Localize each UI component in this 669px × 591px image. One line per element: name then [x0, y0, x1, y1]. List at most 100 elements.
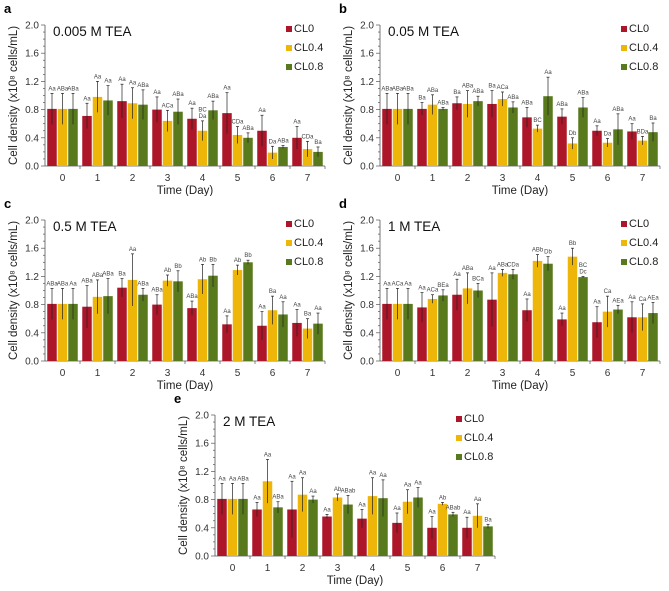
significance-label: ABa [172, 92, 184, 98]
x-tick-label: 0 [230, 563, 236, 574]
y-tick-label: 0.0 [25, 357, 39, 368]
bar-cl0-day3 [152, 109, 162, 166]
x-tick-label: 2 [130, 173, 136, 184]
bar-cl08-day5 [413, 497, 423, 556]
significance-label: Aa [488, 266, 496, 272]
panel-letter: b [339, 1, 347, 16]
bar-cl04-day0 [392, 303, 403, 361]
significance-label: Aa [129, 247, 137, 253]
significance-label: Da [269, 139, 277, 145]
x-tick-label: 1 [95, 368, 101, 379]
significance-label: ABa [81, 279, 93, 285]
legend-swatch [286, 240, 292, 246]
legend-label: CL0.4 [464, 432, 493, 444]
bar-cl04-day3 [162, 280, 173, 361]
x-tick-label: 7 [475, 563, 481, 574]
x-tick-label: 7 [305, 173, 311, 184]
significance-label: Aa [309, 489, 317, 495]
significance-label: Bb [209, 257, 217, 263]
bar-cl08-day6 [278, 314, 288, 361]
significance-label: ABa [472, 89, 484, 95]
legend-swatch [286, 64, 292, 70]
bar-cl08-day7 [648, 132, 658, 166]
significance-label: Ba [453, 90, 461, 96]
bar-cl0-day5 [557, 116, 567, 166]
x-axis-label: Time (Day) [157, 185, 214, 196]
significance-label: Aa [383, 281, 391, 287]
x-tick-label: 5 [405, 563, 411, 574]
significance-label: Aa [153, 90, 161, 96]
panel-title: 0.05 M TEA [388, 24, 459, 39]
chart-e: e 0.0 0.4 0.8 1.2 1.6 2.0 Cell density (x10⁸ ce… [174, 391, 496, 587]
chart-c: c 0.0 0.4 0.8 1.2 1.6 2.0 Cell density (x10⁸ ce… [4, 196, 326, 392]
x-tick-label: 1 [430, 368, 436, 379]
legend-swatch [621, 26, 627, 32]
significance-label: BDa [637, 129, 649, 135]
y-tick-label: 2.0 [360, 216, 374, 227]
x-tick-label: 3 [500, 173, 506, 184]
significance-label: Aa [593, 300, 601, 306]
significance-label: ABa [46, 281, 58, 287]
x-tick-label: 3 [165, 368, 171, 379]
legend-label: CL0.4 [294, 237, 323, 249]
y-tick-label: 0.8 [25, 300, 39, 311]
significance-label: Ab [164, 268, 172, 274]
significance-label: Aa [279, 295, 287, 301]
legend-label: CL0.4 [629, 42, 658, 54]
bar-cl08-day3 [343, 504, 353, 556]
bar-cl0-day7 [462, 527, 472, 556]
bar-cl04-day7 [637, 140, 648, 166]
panel-d: d 0.0 0.4 0.8 1.2 1.6 2.0 Cell density (x10⁸ ce… [335, 195, 669, 392]
bar-cl04-day1 [427, 104, 438, 166]
panel-a: a 0.0 0.4 0.8 1.2 1.6 2.0 Cell density (x10⁸ ce… [0, 0, 335, 197]
significance-label: Aa [404, 483, 412, 489]
bar-cl08-day2 [138, 104, 148, 166]
x-tick-label: 3 [165, 173, 171, 184]
significance-label: Db [569, 131, 577, 137]
bar-cl04-day7 [637, 317, 648, 361]
significance-label: Ba [649, 116, 657, 122]
x-tick-label: 5 [235, 173, 241, 184]
significance-label: Aa [218, 476, 226, 482]
bar-cl0-day6 [592, 130, 602, 166]
significance-label: Aa [104, 79, 112, 85]
bar-cl04-day5 [402, 501, 413, 556]
x-tick-label: 5 [570, 368, 576, 379]
bar-cl04-day0 [57, 303, 68, 361]
bar-cl04-day1 [92, 296, 103, 361]
significance-label: Aa [544, 70, 552, 76]
bar-cl0-day1 [252, 509, 262, 556]
bar-cl08-day6 [278, 146, 288, 166]
bar-cl0-day1 [82, 306, 92, 361]
significance-label: ABa [92, 273, 104, 279]
y-tick-label: 1.2 [25, 77, 39, 88]
x-tick-label: 0 [60, 173, 66, 184]
significance-label: ACa [392, 281, 404, 287]
bar-cl08-day6 [448, 514, 458, 556]
significance-label: AEa [612, 298, 624, 304]
significance-label: Aa [258, 108, 266, 114]
x-tick-label: 3 [335, 563, 341, 574]
significance-label: ABa [102, 272, 114, 278]
bar-cl04-day5 [567, 143, 578, 166]
legend-swatch [286, 26, 292, 32]
legend-label: CL0.4 [294, 42, 323, 54]
y-tick-label: 0.8 [25, 105, 39, 116]
y-tick-label: 0.4 [195, 523, 209, 534]
significance-label: Aa [463, 510, 471, 516]
bar-cl04-day3 [497, 99, 508, 166]
bar-cl08-day5 [578, 107, 588, 166]
x-tick-label: 4 [535, 368, 541, 379]
bar-cl08-day7 [313, 323, 323, 361]
y-tick-label: 1.6 [25, 49, 39, 60]
bar-cl04-day1 [427, 298, 438, 361]
bar-cl04-day2 [127, 103, 138, 166]
x-tick-label: 6 [270, 368, 276, 379]
bar-cl04-day3 [497, 272, 508, 361]
bar-cl0-day5 [222, 324, 232, 361]
significance-label: Aa [418, 286, 426, 292]
x-tick-label: 1 [265, 563, 271, 574]
bar-cl0-day0 [47, 303, 57, 361]
y-tick-label: 2.0 [25, 216, 39, 227]
significance-label: Aa [258, 305, 266, 311]
